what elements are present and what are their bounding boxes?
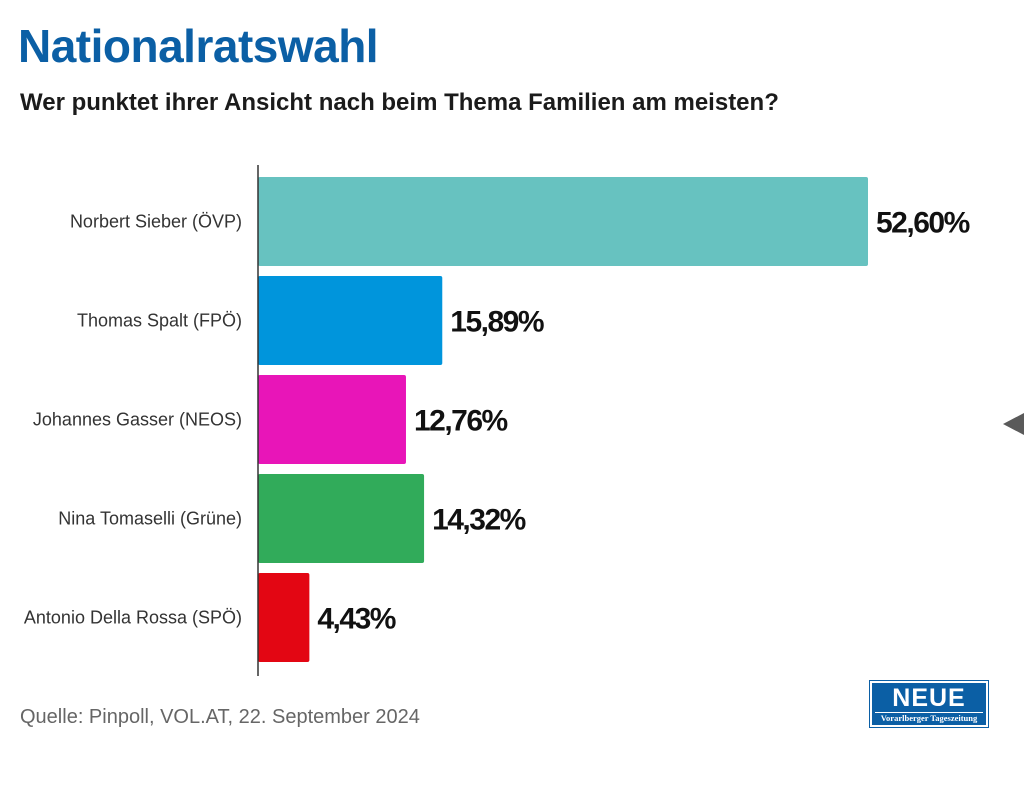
- source-note: Quelle: Pinpoll, VOL.AT, 22. September 2…: [20, 706, 420, 728]
- bar-2: [258, 276, 443, 365]
- chart-subtitle: Wer punktet ihrer Ansicht nach beim Them…: [20, 89, 779, 116]
- value-label: 15,89%: [450, 306, 544, 339]
- category-label: Nina Tomaselli (Grüne): [58, 509, 242, 529]
- bar-chart: Norbert Sieber (ÖVP) 52,60% Thomas Spalt (…: [24, 165, 971, 676]
- category-label: Thomas Spalt (FPÖ): [77, 311, 242, 331]
- category-label: Johannes Gasser (NEOS): [33, 410, 242, 430]
- category-label: Antonio Della Rossa (SPÖ): [24, 608, 242, 628]
- neue-logo: NEUE Vorarlberger Tageszeitung: [869, 680, 989, 728]
- value-label: 14,32%: [432, 504, 526, 537]
- bar-3: [258, 375, 406, 464]
- bar-1: [258, 177, 868, 266]
- bar-4: [258, 474, 425, 563]
- logo-name: NEUE: [892, 684, 966, 712]
- category-label: Norbert Sieber (ÖVP): [70, 212, 242, 232]
- value-label: 4,43%: [317, 603, 395, 636]
- page-title: Nationalratswahl: [18, 20, 379, 72]
- bar-5: [258, 573, 310, 662]
- value-label: 52,60%: [876, 207, 970, 240]
- logo-tagline: Vorarlberger Tageszeitung: [875, 712, 983, 723]
- value-label: 12,76%: [414, 405, 508, 438]
- scroll-arrow-icon[interactable]: [1003, 413, 1024, 435]
